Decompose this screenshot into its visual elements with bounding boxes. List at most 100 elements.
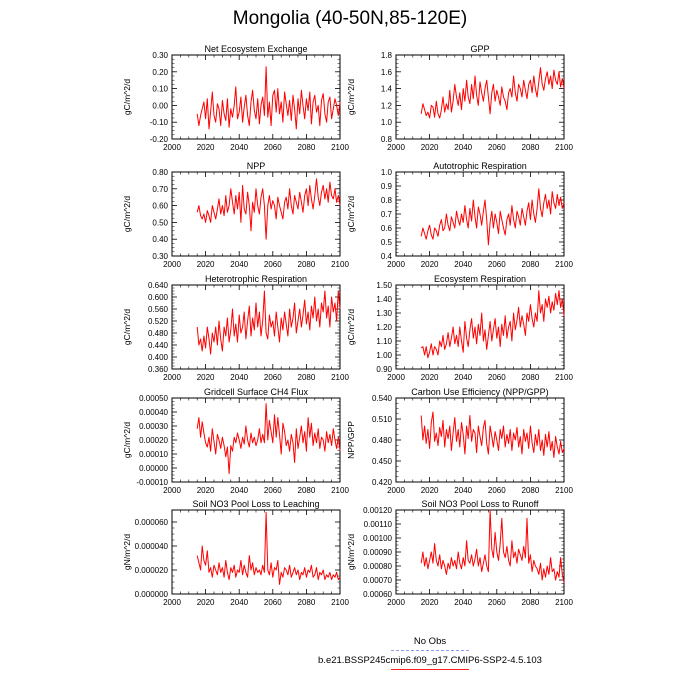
x-tick-label: 2060 <box>488 373 506 382</box>
panel-title: Heterotrophic Respiration <box>205 274 307 284</box>
x-tick-label: 2080 <box>522 260 540 269</box>
model-series-line <box>196 511 341 585</box>
y-tick-label: -0.20 <box>150 135 169 144</box>
x-tick-label: 2020 <box>197 486 215 495</box>
y-tick-label: 0.000020 <box>135 566 169 575</box>
panel-title: NPP <box>247 161 266 171</box>
x-tick-label: 2020 <box>197 598 215 607</box>
y-tick-label: 0.000060 <box>135 518 169 527</box>
chart-panel-3: NPP 2000 2020 2040 2060 2080 2100 0.30 0.40 0.50 0… <box>122 161 349 269</box>
panel-title: Autotrophic Respiration <box>433 161 527 171</box>
x-tick-label: 2040 <box>454 598 472 607</box>
plot-frame <box>171 509 341 595</box>
x-tick-label: 2100 <box>555 486 573 495</box>
x-tick-label: 2080 <box>522 373 540 382</box>
figure-title: Mongolia (40-50N,85-120E) <box>232 8 468 29</box>
y-tick-label: 0.640 <box>148 281 169 290</box>
y-tick-label: 0.540 <box>372 394 393 403</box>
x-tick-label: 2100 <box>331 486 349 495</box>
x-tick-label: 2060 <box>264 486 282 495</box>
panel-title: Soil NO3 Pool Loss to Runoff <box>422 499 539 509</box>
y-tick-label: 0.5 <box>381 238 393 247</box>
panel-title: Gridcell Surface CH4 Flux <box>204 387 309 397</box>
y-tick-label: 0.450 <box>372 457 393 466</box>
y-tick-label: 1.00 <box>376 351 392 360</box>
y-tick-label: 0.90 <box>376 365 392 374</box>
x-tick-label: 2080 <box>298 486 316 495</box>
y-axis-label: gC/m^2/d <box>122 422 132 458</box>
x-tick-label: 2020 <box>421 598 439 607</box>
model-series-line <box>420 188 565 246</box>
x-tick-label: 2000 <box>387 373 405 382</box>
y-tick-label: -0.10 <box>150 118 169 127</box>
y-tick-label: 0.4 <box>381 252 393 261</box>
y-tick-label: 0.00040 <box>139 408 168 417</box>
y-tick-label: 0.00020 <box>139 436 168 445</box>
y-axis-label: gC/m^2/d <box>346 196 356 232</box>
x-tick-label: 2020 <box>197 373 215 382</box>
x-tick-label: 2100 <box>555 373 573 382</box>
panel-title: Carbon Use Efficiency (NPP/GPP) <box>411 387 548 397</box>
x-tick-label: 2060 <box>488 143 506 152</box>
y-tick-label: 1.2 <box>381 101 393 110</box>
y-tick-label: 1.0 <box>381 118 393 127</box>
model-series-line <box>420 290 565 359</box>
x-tick-label: 2000 <box>163 143 181 152</box>
model-series-line <box>420 67 565 119</box>
y-tick-label: 0.00080 <box>363 562 392 571</box>
chart-panel-6: Ecosystem Respiration 2000 2020 2040 2060 208… <box>346 274 573 382</box>
y-tick-label: 0.420 <box>372 478 393 487</box>
x-tick-label: 2020 <box>421 373 439 382</box>
x-tick-label: 2080 <box>298 260 316 269</box>
chart-panel-1: Net Ecosystem Exchange 2000 2020 2040 2060 20… <box>122 44 349 152</box>
y-tick-label: 0.00 <box>152 101 168 110</box>
y-tick-label: 0.000040 <box>135 542 169 551</box>
x-tick-label: 2020 <box>421 260 439 269</box>
y-axis-label: NPP/GPP <box>346 421 356 459</box>
x-tick-label: 2100 <box>555 260 573 269</box>
chart-panel-10: Soil NO3 Pool Loss to Runoff 2000 2020 2040… <box>346 499 573 607</box>
y-tick-label: 0.00090 <box>363 548 392 557</box>
y-tick-label: 0.70 <box>152 185 168 194</box>
x-tick-label: 2060 <box>264 373 282 382</box>
y-tick-label: 0.600 <box>148 293 169 302</box>
y-tick-label: 0.8 <box>381 135 393 144</box>
x-tick-label: 2040 <box>230 598 248 607</box>
y-tick-label: 0.9 <box>381 182 393 191</box>
y-tick-label: 1.50 <box>376 281 392 290</box>
x-tick-label: 2020 <box>197 260 215 269</box>
x-tick-label: 2040 <box>454 373 472 382</box>
x-tick-label: 2020 <box>197 143 215 152</box>
y-tick-label: -0.00010 <box>136 478 168 487</box>
x-tick-label: 2060 <box>264 260 282 269</box>
x-tick-label: 2040 <box>230 373 248 382</box>
model-series-line <box>420 411 565 458</box>
x-tick-label: 2040 <box>230 486 248 495</box>
y-tick-label: 0.000000 <box>135 590 169 599</box>
x-tick-label: 2000 <box>163 373 181 382</box>
x-tick-label: 2060 <box>264 598 282 607</box>
x-tick-label: 2000 <box>163 486 181 495</box>
x-tick-label: 2080 <box>298 373 316 382</box>
y-tick-label: 0.360 <box>148 365 169 374</box>
legend-model-swatch <box>391 669 469 670</box>
model-series-line <box>196 290 341 355</box>
y-tick-label: 0.480 <box>148 329 169 338</box>
plot-frame <box>171 171 341 257</box>
legend: No Obs b.e21.BSSP245cmip6.f09_g17.CMIP6-… <box>300 636 560 674</box>
x-tick-label: 2000 <box>387 598 405 607</box>
chart-panel-2: GPP 2000 2020 2040 2060 2080 2100 0.8 1.0 1.2 1.4 1… <box>346 44 573 152</box>
y-tick-label: 1.8 <box>381 51 393 60</box>
y-tick-label: 0.480 <box>372 436 393 445</box>
legend-obs-label: No Obs <box>413 636 447 647</box>
y-tick-label: 0.00060 <box>363 590 392 599</box>
y-tick-label: 1.20 <box>376 323 392 332</box>
y-axis-label: gN/m^2/d <box>122 534 132 570</box>
chart-panel-5: Heterotrophic Respiration 2000 2020 2040 206… <box>122 274 349 382</box>
x-tick-label: 2040 <box>230 260 248 269</box>
x-tick-label: 2000 <box>387 260 405 269</box>
y-tick-label: 0.60 <box>152 202 168 211</box>
x-tick-label: 2040 <box>454 260 472 269</box>
y-tick-label: 0.80 <box>152 168 168 177</box>
chart-panel-4: Autotrophic Respiration 2000 2020 2040 2060 2… <box>346 161 573 269</box>
